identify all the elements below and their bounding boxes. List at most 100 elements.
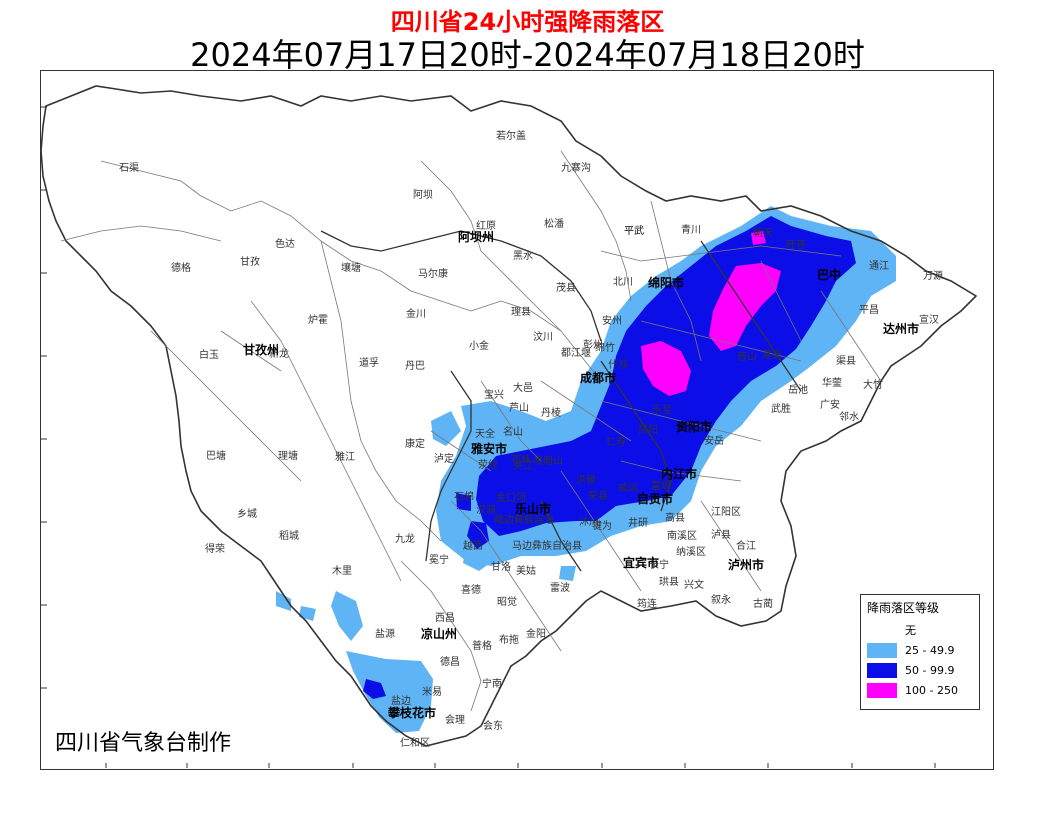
place-label: 荥经 [478, 458, 498, 471]
place-label: 石渠 [119, 162, 139, 174]
place-label: 金川 [406, 307, 426, 320]
place-label: 布拖 [499, 633, 519, 646]
legend-label: 无 [905, 624, 916, 637]
place-label: 资阳市 [676, 419, 712, 434]
place-label: 红原 [476, 219, 496, 232]
y-axis-ticks: 34N33N32N31N30N29N28N27N26N [41, 106, 47, 689]
place-label: 美姑 [516, 564, 536, 577]
place-label: 岳池 [788, 383, 808, 396]
place-label: 喜德 [461, 583, 481, 596]
place-label: 甘孜州 [243, 342, 279, 357]
legend-item-100: 100 - 250 [867, 680, 973, 700]
place-label: 松潘 [544, 217, 564, 230]
place-label: 马尔康 [418, 267, 448, 280]
place-label: 稻城 [279, 530, 299, 542]
place-label: 巴中 [817, 267, 841, 282]
legend-item-25: 25 - 49.9 [867, 640, 973, 660]
place-label: 阿坝州 [458, 230, 494, 244]
place-label: 平武 [624, 224, 644, 237]
place-label: 井研 [628, 516, 648, 529]
place-label: 金阳 [526, 627, 546, 640]
place-label: 九龙 [395, 532, 415, 545]
place-label: 大竹 [863, 378, 883, 391]
place-label: 都江堰 [561, 347, 591, 359]
place-label: 成都市 [580, 370, 616, 385]
place-label: 荣县 [588, 490, 608, 502]
legend-label: 100 - 250 [905, 683, 958, 697]
place-label: 夹江 [513, 459, 533, 472]
place-label: 南溪区 [667, 529, 697, 542]
place-label: 平昌 [859, 304, 879, 316]
legend-swatch [867, 682, 897, 698]
place-label: 沐川 [579, 515, 599, 528]
place-label: 理塘 [278, 449, 298, 462]
place-label: 泸定 [434, 452, 454, 465]
place-label: 金口河 [496, 491, 526, 504]
place-label: 理县 [511, 306, 531, 318]
x-axis-ticks: 98E99E100E101E102E103E104E105E106E107E10… [105, 763, 936, 768]
place-label: 芦山 [509, 402, 529, 414]
place-label: 长宁 [649, 558, 669, 571]
place-label: 雅江 [335, 450, 355, 463]
place-label: 得荣 [205, 543, 225, 555]
place-label: 雅安市 [470, 441, 507, 456]
legend-swatch [867, 642, 897, 658]
place-label: 邛崃 [511, 454, 531, 466]
place-label: 兴文 [684, 578, 704, 591]
place-label: 若尔盖 [496, 129, 526, 142]
place-label: 冕宁 [429, 553, 449, 566]
place-label: 德昌 [440, 655, 460, 668]
place-label: 蓬安 [762, 348, 782, 361]
place-label: 武胜 [771, 402, 791, 415]
place-label: 普格 [472, 639, 492, 652]
place-label: 泸州市 [728, 557, 764, 572]
place-label: 石棉 [454, 490, 474, 503]
place-label: 乐山市 [515, 501, 551, 516]
place-label: 盐边 [391, 694, 411, 707]
legend: 降雨落区等级 无 25 - 49.9 50 - 99.9 100 - 250 [860, 594, 980, 710]
prefecture-boundaries [320, 230, 802, 572]
place-label: 甘洛 [491, 560, 511, 573]
place-label: 木里 [332, 565, 352, 577]
place-label: 什邡 [608, 358, 628, 371]
legend-title: 降雨落区等级 [867, 601, 940, 615]
legend-label: 50 - 99.9 [905, 663, 955, 677]
place-label: 色达 [275, 237, 295, 250]
map-subtitle: 2024年07月17日20时-2024年07月18日20时 [190, 36, 865, 74]
place-label: 炉霍 [308, 314, 328, 326]
place-label: 雷波 [550, 581, 570, 594]
place-label: 盐源 [375, 627, 395, 640]
place-label: 简阳 [638, 423, 658, 436]
place-label: 仁寿 [606, 435, 626, 448]
place-label: 黑水 [513, 250, 533, 262]
place-label: 凉山州 [421, 626, 457, 641]
place-label: 壤塘 [341, 261, 361, 274]
place-label: 米易 [422, 685, 442, 698]
place-label: 自贡市 [637, 491, 673, 506]
place-label: 茂县 [556, 281, 576, 294]
legend-item-none: 无 [867, 620, 973, 640]
place-label: 宁南 [482, 677, 502, 690]
place-label: 青川 [681, 223, 701, 236]
place-label: 马边彝族自治县 [512, 539, 582, 552]
province-boundary [41, 85, 978, 747]
map-frame: 98E99E100E101E102E103E104E105E106E107E10… [40, 70, 994, 770]
place-label: 北川 [613, 276, 633, 288]
place-label: 威远 [618, 481, 638, 494]
place-label: 康定 [405, 437, 425, 450]
place-label: 阿坝 [413, 189, 433, 201]
place-label: 道孚 [359, 356, 379, 369]
place-label: 泸县 [711, 529, 731, 541]
place-label: 会东 [483, 719, 503, 732]
place-label: 洪雅 [576, 473, 596, 486]
place-label: 筠连 [637, 597, 657, 610]
place-label: 安州 [602, 314, 622, 327]
place-label: 平武 [624, 224, 644, 237]
place-label: 攀枝花市 [388, 705, 436, 720]
place-label: 九寨沟 [561, 161, 591, 174]
place-label: 昭觉 [497, 596, 517, 608]
legend-swatch [867, 622, 897, 638]
place-label: 乡城 [237, 508, 257, 520]
legend-item-50: 50 - 99.9 [867, 660, 973, 680]
